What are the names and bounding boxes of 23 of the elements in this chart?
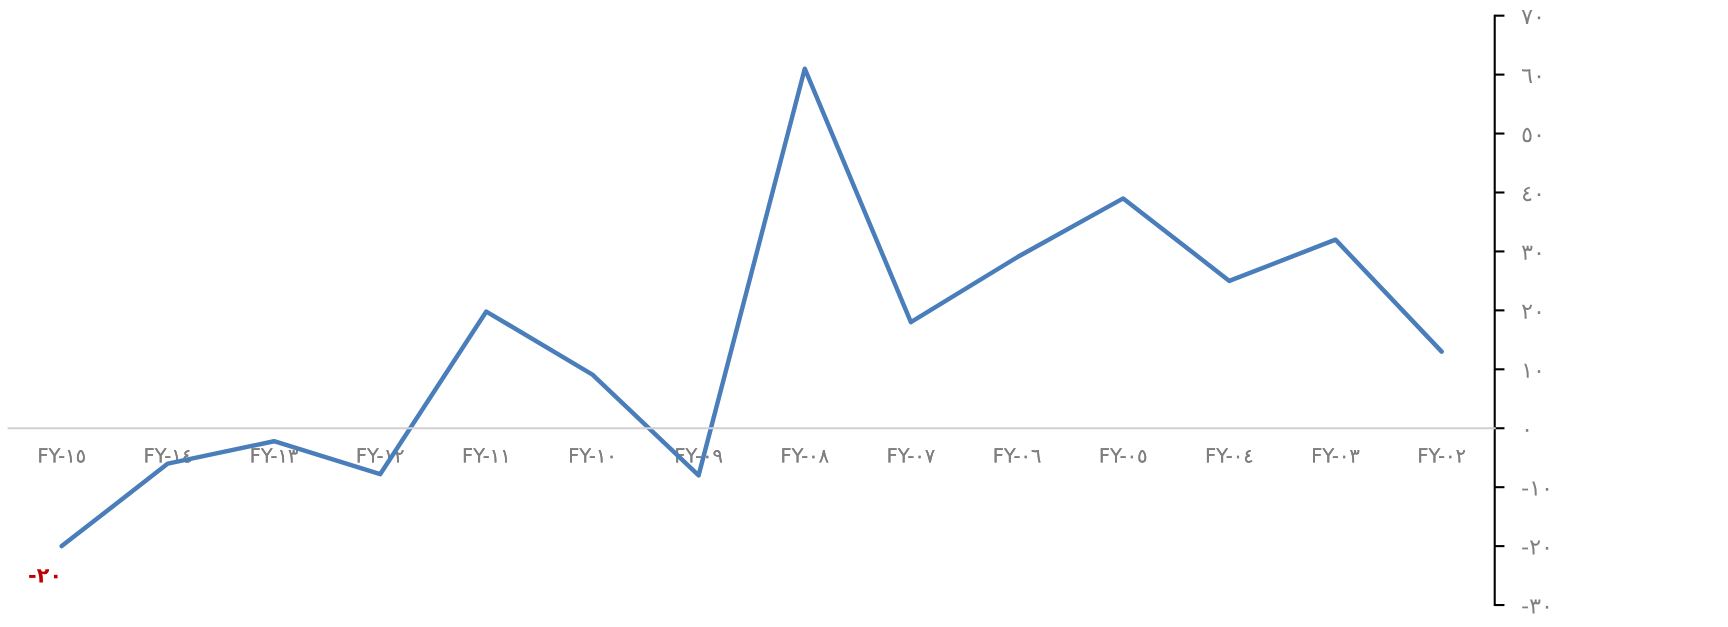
data-label: -٢٠ bbox=[29, 569, 58, 583]
x-tick-label: FY-٠٨ bbox=[782, 448, 829, 463]
y-tick-label: ٦٠ bbox=[1522, 68, 1541, 84]
x-tick-label: FY-٠٣ bbox=[1313, 448, 1360, 463]
x-tick-label: FY-٠٧ bbox=[888, 448, 935, 463]
y-tick-label: -٢٠ bbox=[1522, 540, 1549, 555]
y-tick-label: ٢٠ bbox=[1522, 304, 1541, 319]
y-tick-label: -١٠ bbox=[1522, 481, 1549, 496]
y-tick-label: ١٠ bbox=[1524, 363, 1541, 378]
x-tick-label: FY-١٣ bbox=[251, 448, 298, 463]
y-tick-label: ٣٠ bbox=[1521, 245, 1541, 260]
y-tick-label: ٤٠ bbox=[1523, 186, 1541, 202]
x-tick-label: FY-١١ bbox=[463, 448, 507, 463]
y-tick-label: ٠ bbox=[1525, 429, 1529, 432]
x-tick-label: FY-٠٦ bbox=[994, 448, 1041, 463]
y-tick-label: -٣٠ bbox=[1522, 599, 1549, 614]
y-tick-label: ٥٠ bbox=[1522, 127, 1541, 143]
x-tick-label: FY-١٥ bbox=[39, 448, 85, 463]
x-tick-label: FY-٠٢ bbox=[1419, 448, 1466, 463]
x-tick-label: FY-٠٤ bbox=[1206, 448, 1253, 463]
x-tick-label: FY-٠٥ bbox=[1100, 448, 1147, 463]
y-tick-label: ٧٠ bbox=[1521, 10, 1541, 25]
x-tick-label: FY-١٠ bbox=[570, 448, 613, 463]
